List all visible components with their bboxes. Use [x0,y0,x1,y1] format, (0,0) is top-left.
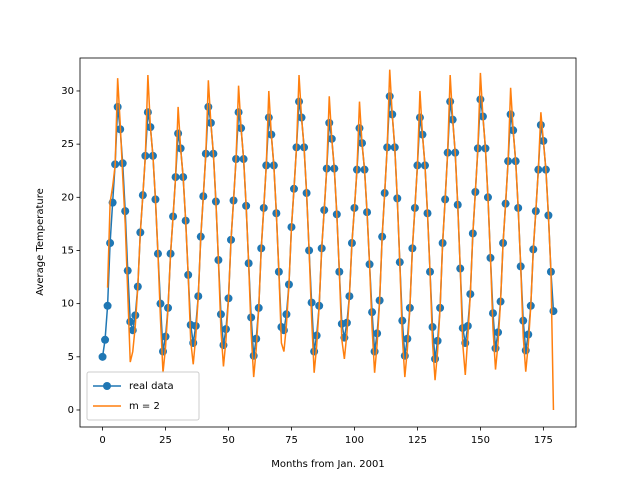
data-point [264,113,273,122]
data-point [174,129,183,138]
data-point [476,95,485,104]
y-tick-label: 20 [61,192,74,203]
data-point [325,118,334,127]
data-point [234,108,243,117]
y-tick-label: 30 [61,86,74,97]
legend-label: real data [129,381,174,392]
legend-marker [103,382,111,390]
x-tick-label: 50 [222,435,235,446]
data-point [506,110,515,119]
data-point [126,317,135,326]
x-tick-label: 75 [285,435,298,446]
y-tick-label: 25 [61,139,74,150]
axes-frame [79,57,577,428]
data-point [204,102,213,111]
data-point [106,239,115,248]
y-tick-label: 5 [68,352,74,363]
x-tick-label: 100 [345,435,364,446]
legend-label: m = 2 [129,401,160,412]
legend: real data m = 2 [86,371,200,421]
x-tick-label: 125 [408,435,427,446]
data-point [549,307,558,316]
data-point [143,108,152,117]
data-point [103,301,112,310]
x-axis-label: Months from Jan. 2001 [271,459,384,470]
series-line [106,69,555,411]
data-point [446,97,455,106]
data-point [355,124,364,133]
data-point [101,335,110,344]
x-tick-label: 150 [471,435,490,446]
x-tick-label: 175 [534,435,553,446]
legend-box [86,371,200,421]
x-tick-label: 25 [159,435,172,446]
y-tick-label: 15 [61,245,74,256]
y-tick-label: 0 [68,405,74,416]
plot-area [98,69,558,411]
data-point [385,92,394,101]
y-tick-label: 10 [61,299,74,310]
data-point [295,97,304,106]
data-point [415,113,424,122]
x-tick-label: 0 [99,435,105,446]
data-point [123,266,132,275]
y-axis-label: Average Temperature [35,188,46,296]
data-point [98,352,107,361]
